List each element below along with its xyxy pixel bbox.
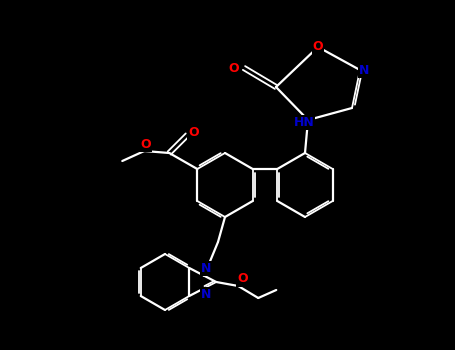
Text: N: N: [359, 63, 369, 77]
Text: N: N: [201, 288, 211, 301]
Text: HN: HN: [293, 116, 314, 128]
Text: O: O: [140, 138, 151, 150]
Text: O: O: [188, 126, 198, 140]
Text: O: O: [313, 41, 324, 54]
Text: O: O: [229, 62, 239, 75]
Text: N: N: [201, 262, 211, 275]
Text: O: O: [237, 273, 248, 286]
